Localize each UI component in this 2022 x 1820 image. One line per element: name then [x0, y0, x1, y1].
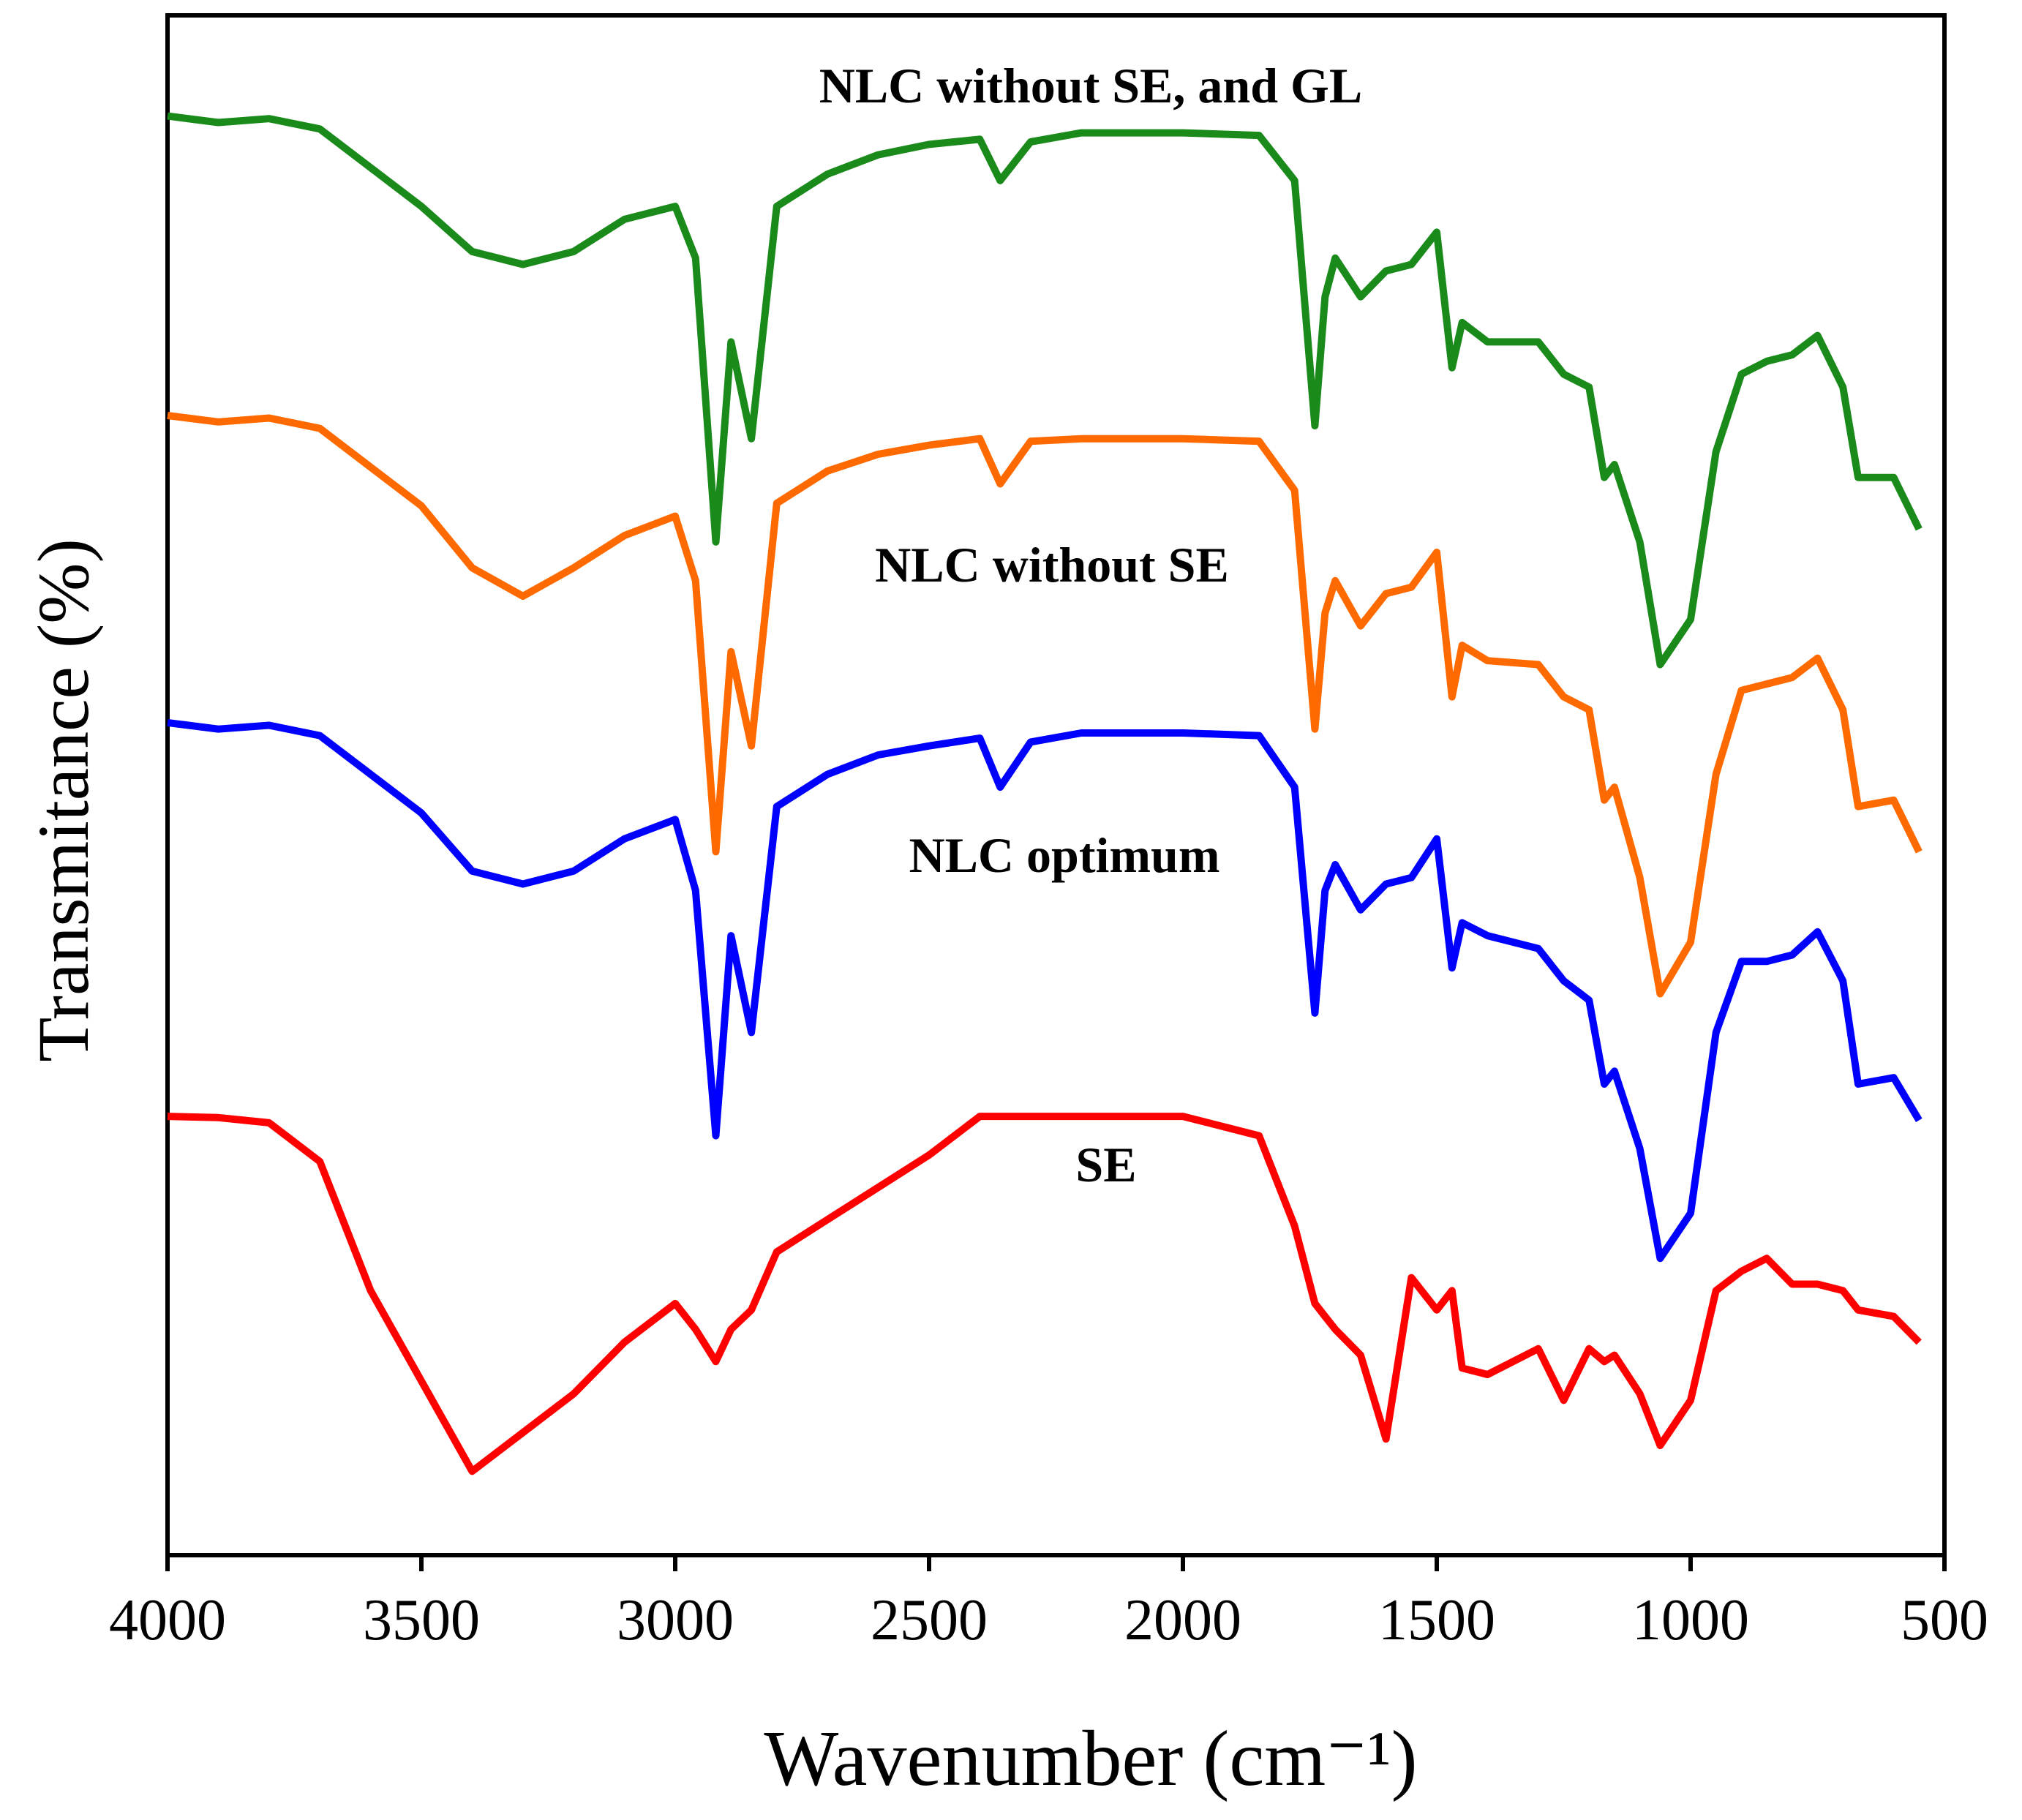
- spectrum-line: [167, 112, 1923, 669]
- x-tick-label: 2500: [871, 1588, 988, 1652]
- series-annotation: SE: [1075, 1137, 1136, 1192]
- y-axis-label: Transmitance (%): [23, 538, 104, 1062]
- x-tick-label: 3000: [617, 1588, 734, 1652]
- x-tick-label: 500: [1901, 1588, 1988, 1652]
- x-axis-label: Wavenumber (cm⁻¹): [764, 1715, 1417, 1802]
- series-annotation: NLC without SE, and GL: [819, 58, 1363, 113]
- series-annotation: NLC optimum: [909, 827, 1219, 883]
- x-tick-label: 3500: [363, 1588, 480, 1652]
- spectrum-line: [167, 412, 1923, 998]
- series-annotation: NLC without SE: [875, 537, 1229, 593]
- spectrum-line: [167, 718, 1923, 1263]
- x-tick-label: 1000: [1632, 1588, 1749, 1652]
- x-tick-label: 4000: [109, 1588, 226, 1652]
- plot-frame: [165, 13, 1947, 1557]
- x-tick-label: 2000: [1124, 1588, 1241, 1652]
- x-tick-label: 1500: [1378, 1588, 1495, 1652]
- spectrum-line: [167, 1113, 1922, 1475]
